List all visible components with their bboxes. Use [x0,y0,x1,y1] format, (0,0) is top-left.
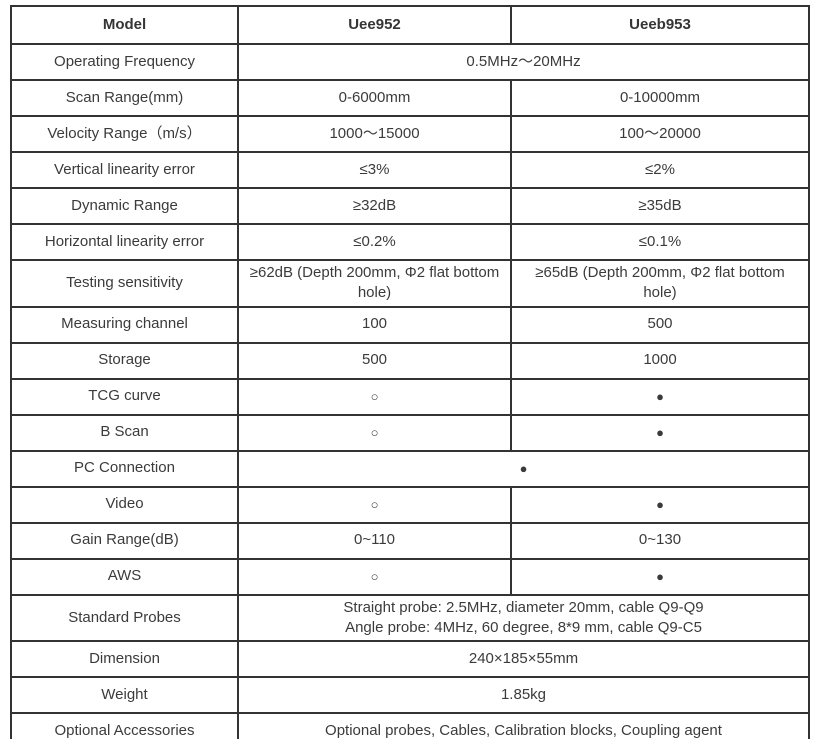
value-uee952: 0-6000mm [237,79,512,117]
row-label: Velocity Range（m/s） [10,115,239,153]
table-row: Operating Frequency 0.5MHz～20MHz [10,43,810,81]
value-ueeb953: 500 [510,305,810,344]
value-ueeb953: ● [510,485,810,524]
table-row: Velocity Range（m/s） 1000～15000 100～20000 [10,115,810,153]
value-span: 0.5MHz～20MHz [237,43,810,81]
row-label: PC Connection [10,449,239,488]
table-row: B Scan ○ ● [10,413,810,452]
header-model: Model [10,5,239,45]
value-uee952: 100 [237,305,512,344]
row-label: Testing sensitivity [10,259,239,308]
row-label: Operating Frequency [10,43,239,81]
table-row: Horizontal linearity error ≤0.2% ≤0.1% [10,223,810,261]
value-ueeb953: ≥35dB [510,187,810,225]
header-uee952: Uee952 [237,5,512,45]
value-ueeb953: ● [510,377,810,416]
table-row: Optional Accessories Optional probes, Cab… [10,712,810,739]
row-label: Video [10,485,239,524]
table-row: Testing sensitivity ≥62dB (Depth 200mm, Φ… [10,259,810,308]
value-span-line: Straight probe: 2.5MHz, diameter 20mm, c… [343,598,704,616]
header-row: Model Uee952 Ueeb953 [10,5,810,45]
row-label: B Scan [10,413,239,452]
table-row: Gain Range(dB) 0~110 0~130 [10,521,810,560]
table-row: PC Connection ● [10,449,810,488]
value-ueeb953: ≤0.1% [510,223,810,261]
table-row: Weight 1.85kg [10,676,810,714]
row-label: Storage [10,341,239,380]
row-label: Scan Range(mm) [10,79,239,117]
table-row: Dynamic Range ≥32dB ≥35dB [10,187,810,225]
row-label: TCG curve [10,377,239,416]
row-label: AWS [10,557,239,596]
table-row: Scan Range(mm) 0-6000mm 0-10000mm [10,79,810,117]
value-span-line: Angle probe: 4MHz, 60 degree, 8*9 mm, ca… [345,618,702,636]
value-span: 1.85kg [237,676,810,714]
value-uee952: 500 [237,341,512,380]
row-label: Weight [10,676,239,714]
value-ueeb953: 1000 [510,341,810,380]
row-label: Vertical linearity error [10,151,239,189]
value-ueeb953: ≥65dB (Depth 200mm, Φ2 flat bottom hole) [510,259,810,308]
table-row: Video ○ ● [10,485,810,524]
row-label: Dimension [10,640,239,678]
value-ueeb953: 100～20000 [510,115,810,153]
table-row: Storage 500 1000 [10,341,810,380]
value-uee952: ≥62dB (Depth 200mm, Φ2 flat bottom hole) [237,259,512,308]
row-label: Gain Range(dB) [10,521,239,560]
value-uee952: ○ [237,377,512,416]
table-row: Standard Probes Straight probe: 2.5MHz, d… [10,593,810,642]
value-span: Optional probes, Cables, Calibration blo… [237,712,810,739]
value-ueeb953: ≤2% [510,151,810,189]
value-span: Straight probe: 2.5MHz, diameter 20mm, c… [237,593,810,642]
value-ueeb953: ● [510,413,810,452]
row-label: Horizontal linearity error [10,223,239,261]
table-row: AWS ○ ● [10,557,810,596]
value-uee952: 1000～15000 [237,115,512,153]
header-ueeb953: Ueeb953 [510,5,810,45]
value-span: ● [237,449,810,488]
table-row: Measuring channel 100 500 [10,305,810,344]
row-label: Measuring channel [10,305,239,344]
value-uee952: ≤0.2% [237,223,512,261]
table-row: Dimension 240×185×55mm [10,640,810,678]
value-uee952: ○ [237,413,512,452]
table-row: Vertical linearity error ≤3% ≤2% [10,151,810,189]
row-label: Standard Probes [10,593,239,642]
value-uee952: ≤3% [237,151,512,189]
value-ueeb953: ● [510,557,810,596]
row-label: Optional Accessories [10,712,239,739]
value-uee952: 0~110 [237,521,512,560]
value-uee952: ○ [237,485,512,524]
value-ueeb953: 0-10000mm [510,79,810,117]
value-span: 240×185×55mm [237,640,810,678]
value-uee952: ≥32dB [237,187,512,225]
table-row: TCG curve ○ ● [10,377,810,416]
spec-table-body: Operating Frequency 0.5MHz～20MHz Scan Rang… [10,43,810,739]
value-ueeb953: 0~130 [510,521,810,560]
value-uee952: ○ [237,557,512,596]
spec-table: Model Uee952 Ueeb953 Operating Frequency… [10,5,810,739]
row-label: Dynamic Range [10,187,239,225]
